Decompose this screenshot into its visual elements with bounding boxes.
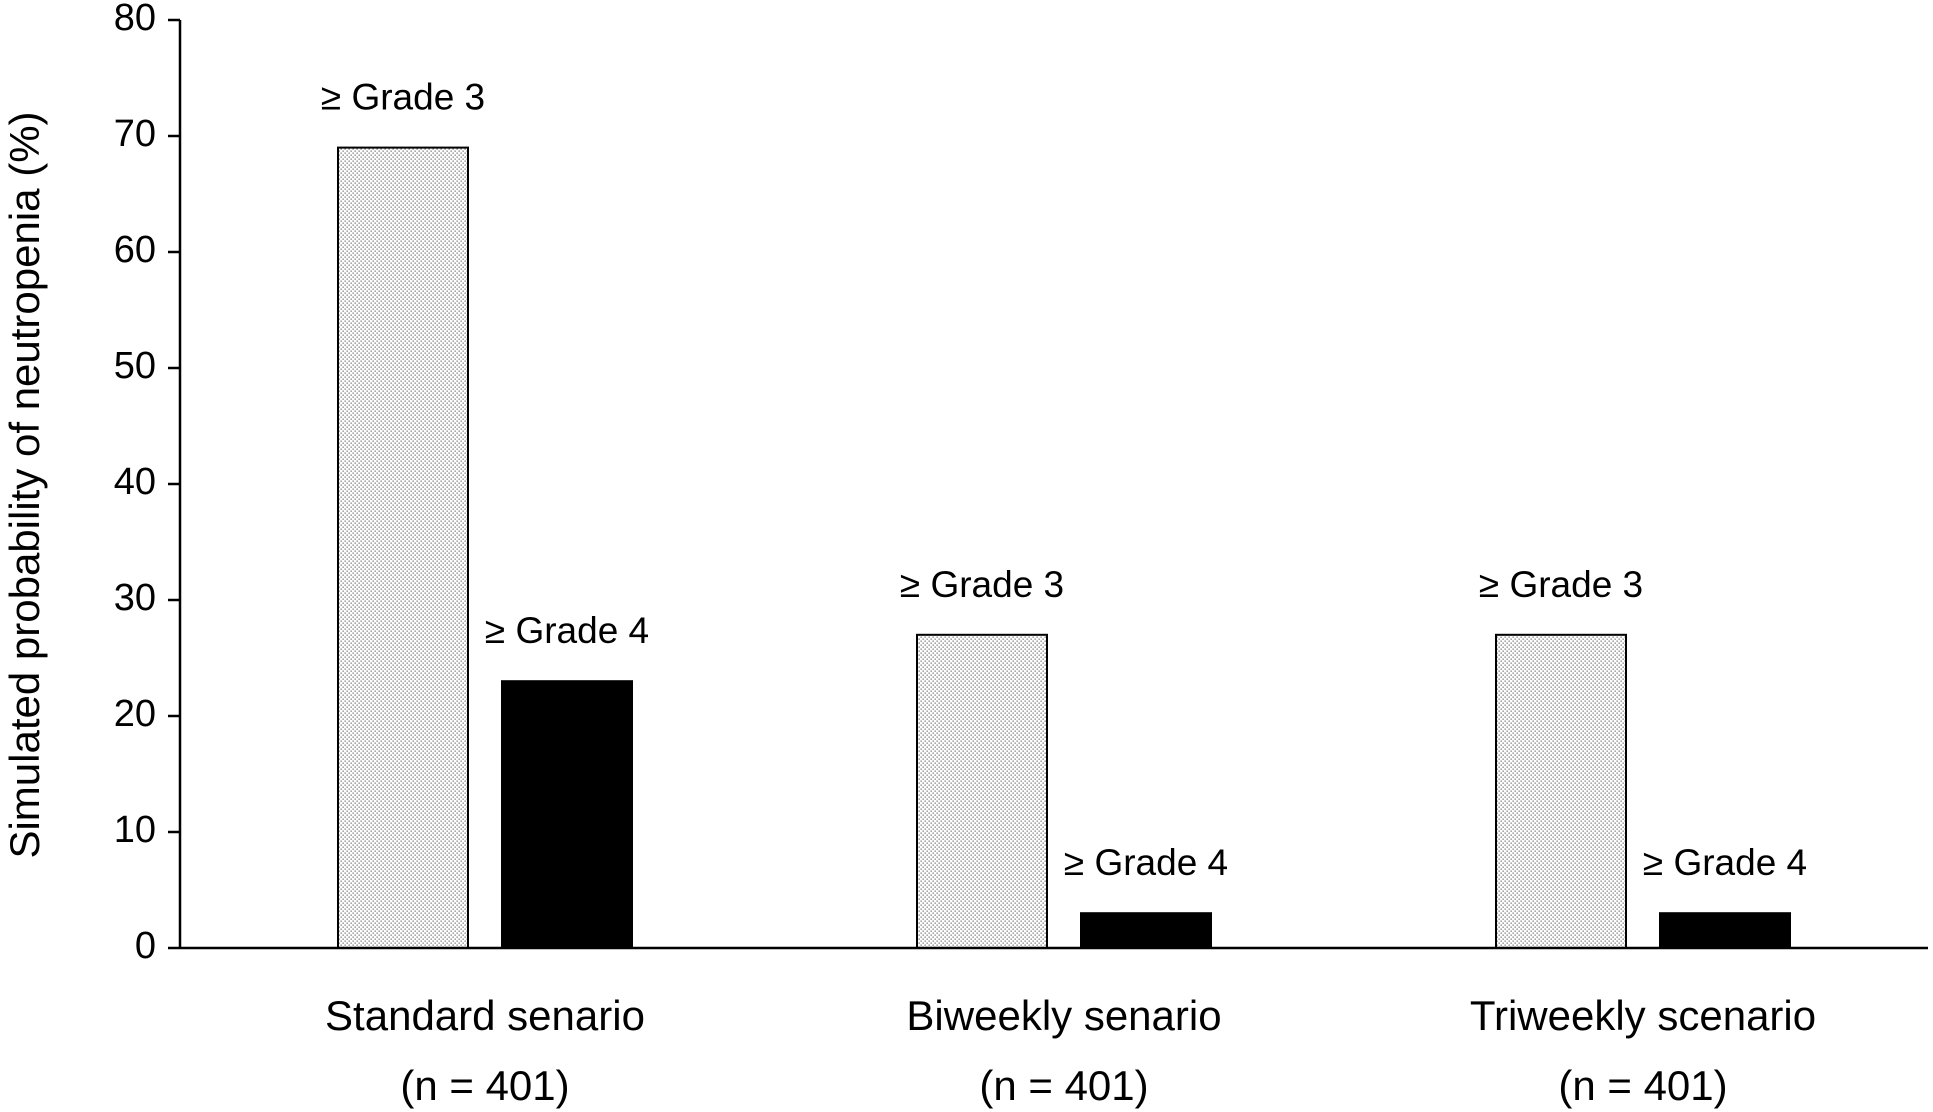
bar-grade4-1 bbox=[501, 680, 633, 949]
category-sublabel-2: (n = 401) bbox=[979, 1062, 1148, 1109]
bars-group bbox=[337, 146, 1791, 950]
y-axis-label-group: Simulated probability of neutropenia (%) bbox=[1, 111, 48, 858]
bar-label-grade3-1: ≥ Grade 3 bbox=[321, 77, 485, 118]
bar-label-grade3-2: ≥ Grade 3 bbox=[900, 564, 1064, 605]
y-axis-label: Simulated probability of neutropenia (%) bbox=[1, 111, 48, 858]
bar-grade3-3 bbox=[1495, 633, 1627, 949]
bar-grade4-2 bbox=[1080, 912, 1212, 950]
axes-group bbox=[178, 20, 1928, 950]
bar-grade3-2 bbox=[916, 633, 1048, 949]
category-sublabel-1: (n = 401) bbox=[400, 1062, 569, 1109]
y-tick-label: 0 bbox=[135, 925, 156, 967]
y-tick-label: 10 bbox=[114, 809, 156, 851]
y-axis-ticks: 0 10 20 30 40 50 60 70 80 bbox=[114, 0, 180, 967]
y-tick-label: 80 bbox=[114, 0, 156, 39]
y-tick-label: 70 bbox=[114, 113, 156, 155]
bar-labels-group: ≥ Grade 3 ≥ Grade 3 ≥ Grade 3 ≥ Grade 4 ≥ Gr… bbox=[321, 77, 1807, 884]
bar-label-grade4-3: ≥ Grade 4 bbox=[1643, 842, 1807, 883]
category-label-3: Triweekly scenario bbox=[1470, 992, 1816, 1039]
y-tick-label: 50 bbox=[114, 345, 156, 387]
y-tick-label: 60 bbox=[114, 229, 156, 271]
y-tick-label: 40 bbox=[114, 461, 156, 503]
bar-label-grade3-3: ≥ Grade 3 bbox=[1479, 564, 1643, 605]
category-labels-group: Standard senario (n = 401) Biweekly senari… bbox=[325, 992, 1816, 1109]
bar-grade4-3 bbox=[1659, 912, 1791, 950]
y-tick-label: 20 bbox=[114, 693, 156, 735]
bar-grade3-1 bbox=[337, 146, 469, 950]
y-tick-label: 30 bbox=[114, 577, 156, 619]
category-label-2: Biweekly senario bbox=[906, 992, 1221, 1039]
category-label-1: Standard senario bbox=[325, 992, 645, 1039]
category-sublabel-3: (n = 401) bbox=[1558, 1062, 1727, 1109]
bar-label-grade4-1: ≥ Grade 4 bbox=[485, 610, 649, 651]
bar-label-grade4-2: ≥ Grade 4 bbox=[1064, 842, 1228, 883]
